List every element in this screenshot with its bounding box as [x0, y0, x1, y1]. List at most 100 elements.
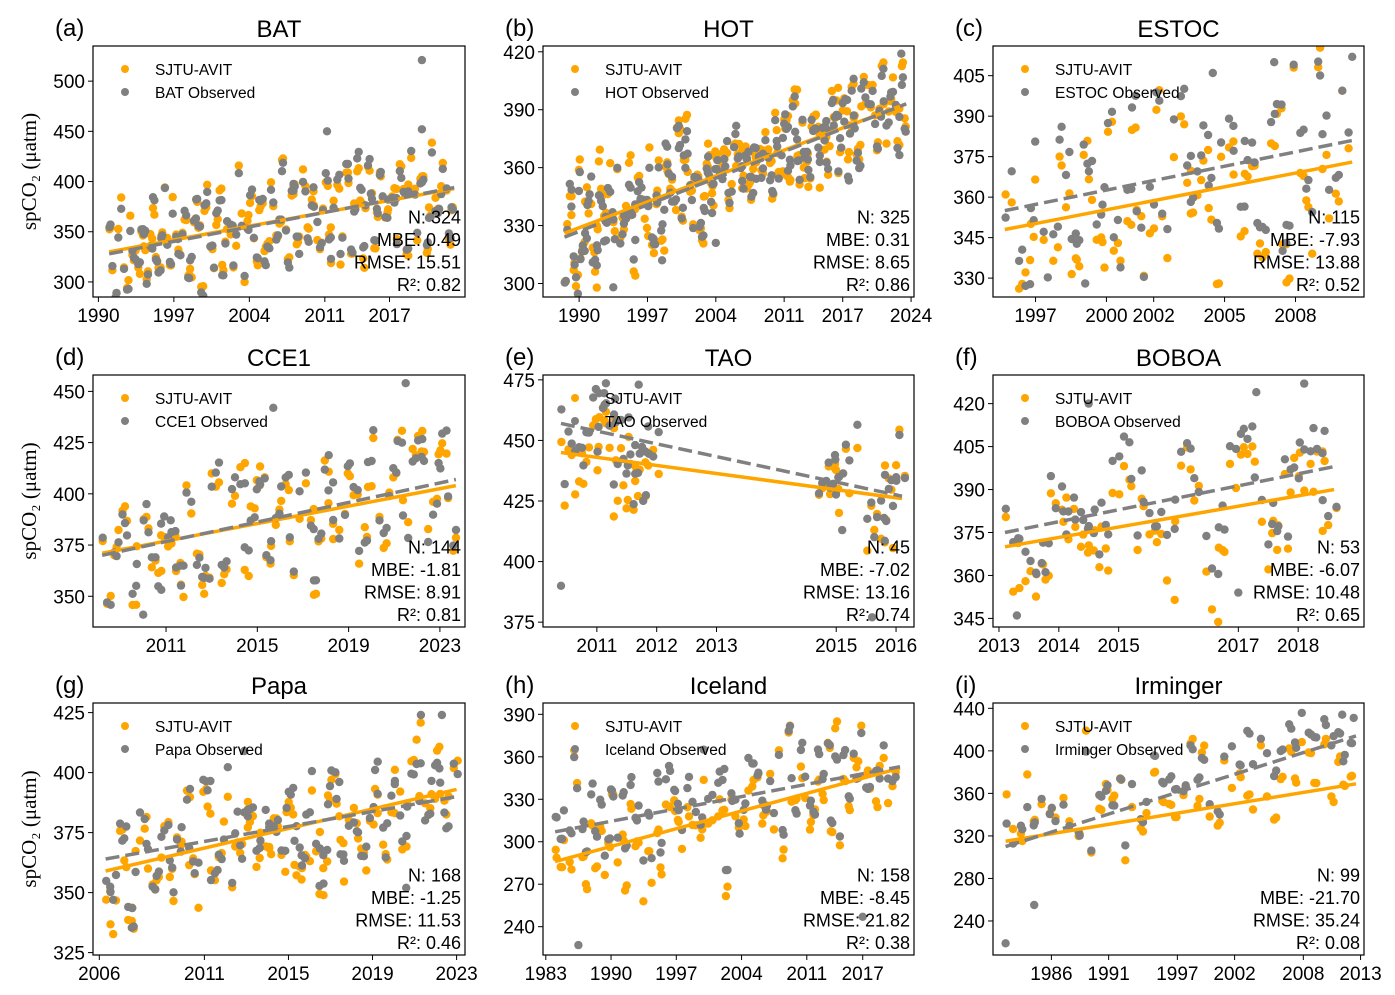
stat-label: MBE: [1260, 888, 1309, 908]
observed-point [195, 553, 204, 562]
observed-point [373, 209, 382, 218]
stat-value: 324 [431, 208, 461, 228]
model-point [1104, 566, 1113, 575]
observed-point [373, 789, 382, 798]
observed-point [416, 710, 426, 720]
x-tick-label: 2013 [695, 636, 737, 657]
observed-point [641, 447, 650, 456]
model-point [613, 496, 622, 505]
y-tick-label: 345 [953, 609, 985, 630]
model-point [1290, 453, 1299, 463]
observed-point [861, 93, 870, 102]
model-point [609, 512, 618, 521]
observed-point [707, 208, 717, 218]
model-point [647, 878, 656, 887]
observed-point [143, 270, 153, 279]
model-point [834, 508, 844, 518]
observed-point [683, 149, 692, 158]
model-point [595, 145, 604, 154]
model-point [1250, 457, 1260, 466]
observed-point [853, 420, 862, 429]
observed-point [440, 808, 449, 817]
legend: SJTU-AVIT TAO Observed [571, 391, 707, 431]
observed-point [1121, 841, 1130, 850]
model-point [311, 589, 321, 598]
x-tick-label: 2017 [842, 964, 884, 985]
observed-point [182, 488, 191, 497]
observed-point [895, 112, 904, 122]
observed-point [258, 194, 267, 204]
observed-point [1204, 181, 1213, 190]
y-tick-label: 360 [953, 784, 985, 805]
panel-title: BAT [257, 16, 302, 43]
observed-point [725, 198, 734, 208]
model-point [786, 175, 795, 185]
model-point [1025, 255, 1035, 265]
observed-point [152, 257, 162, 266]
model-point [223, 792, 232, 801]
legend-marker-model [121, 722, 129, 730]
legend-marker-observed [571, 417, 579, 425]
model-point [1071, 522, 1080, 532]
observed-point [206, 875, 216, 885]
observed-point [325, 781, 335, 791]
legend-label-model: SJTU-AVIT [1055, 62, 1133, 79]
plot-area [556, 379, 910, 622]
observed-point [749, 188, 758, 198]
model-point [845, 805, 854, 815]
x-tick-label: 1997 [1014, 306, 1056, 327]
model-point [567, 192, 576, 201]
observed-point [199, 291, 208, 297]
stat-label: N: [1317, 866, 1340, 886]
model-point [1029, 232, 1038, 242]
stat-mbe: MBE: -6.07 [1270, 560, 1360, 580]
observed-point [398, 511, 408, 520]
observed-point [567, 202, 576, 211]
observed-point [142, 499, 151, 509]
observed-point [135, 258, 145, 267]
axes-frame [542, 45, 915, 298]
stat-value: 0.81 [426, 605, 461, 625]
observed-point [1030, 900, 1039, 910]
observed-point [247, 185, 257, 194]
model-point [359, 254, 368, 263]
observed-point [1127, 779, 1137, 789]
observed-point [157, 832, 166, 841]
observed-point [227, 484, 237, 494]
observed-point [1332, 502, 1341, 511]
stat-label: R²: [397, 275, 426, 295]
x-tick-label: 2008 [1282, 964, 1324, 985]
model-point [1306, 459, 1315, 469]
legend-marker-observed [1021, 88, 1029, 96]
model-point [616, 444, 626, 453]
axes-frame [92, 702, 466, 956]
observed-point [1289, 60, 1298, 69]
model-point [1110, 791, 1119, 800]
observed-point [229, 261, 238, 270]
observed-point [867, 498, 876, 507]
model-point [642, 223, 652, 233]
observed-point [365, 813, 375, 823]
model-point [106, 920, 115, 929]
observed-point [601, 379, 611, 388]
observed-point [353, 485, 362, 495]
observed-point [1018, 245, 1027, 254]
model-point [1101, 544, 1111, 553]
observed-point [449, 759, 458, 768]
observed-point [1032, 569, 1041, 579]
observed-point [309, 183, 318, 192]
observed-point [557, 834, 567, 843]
observed-point [653, 768, 662, 778]
observed-point [888, 501, 898, 511]
model-point [114, 525, 123, 535]
panel-estoc: 1997 2000 2002 2005 2008 330 345 360 375 390 405 ES… [953, 15, 1365, 327]
observed-point [1335, 729, 1345, 738]
stat-value: 8.65 [875, 253, 910, 273]
model-point [1225, 459, 1235, 469]
observed-point [140, 814, 149, 824]
observed-point [309, 524, 318, 534]
legend: SJTU-AVIT HOT Observed [571, 62, 709, 102]
model-point [240, 565, 249, 575]
